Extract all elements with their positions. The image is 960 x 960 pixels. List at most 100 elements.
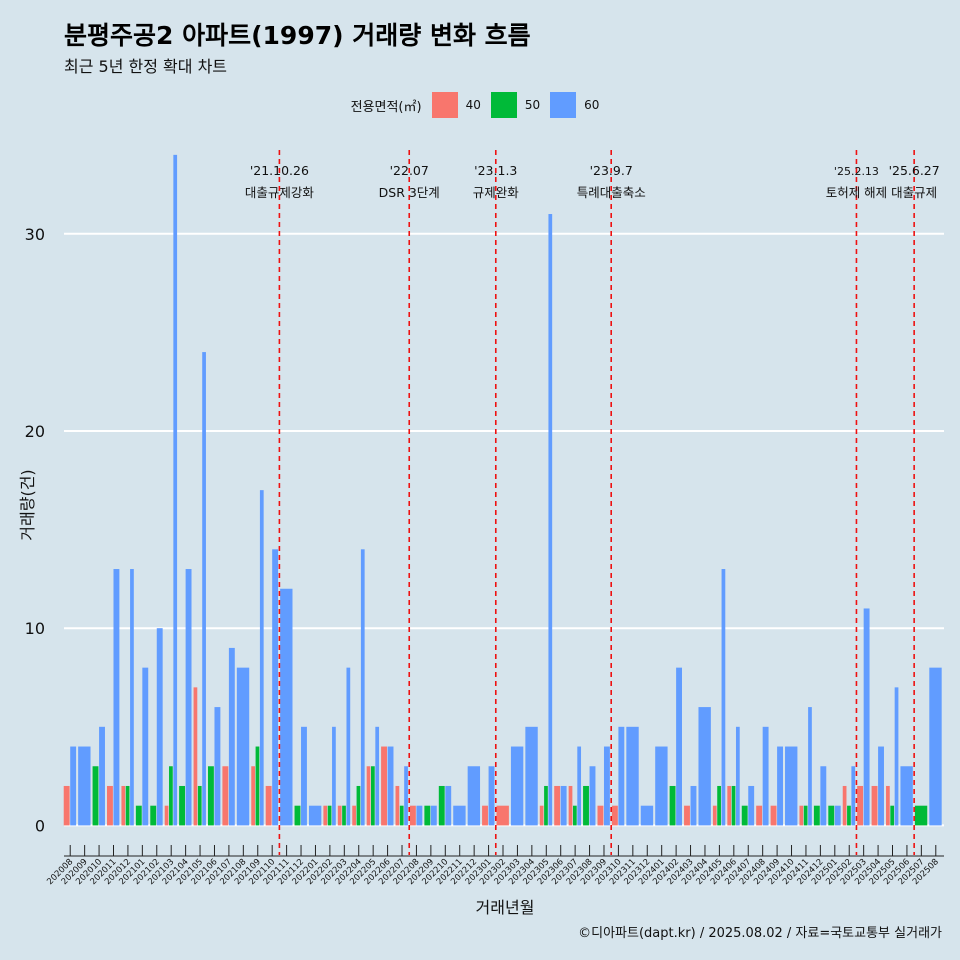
bar-50-202012 bbox=[125, 785, 130, 826]
bar-60-202212 bbox=[467, 766, 481, 826]
event-label-202207: DSR 3단계 bbox=[379, 185, 440, 200]
bar-60-202405 bbox=[721, 569, 726, 826]
bar-40-202309 bbox=[597, 805, 604, 826]
bar-40-202008 bbox=[63, 785, 70, 826]
event-label-202110: 대출규제강화 bbox=[245, 185, 315, 200]
bar-60-202008 bbox=[70, 746, 77, 826]
bar-50-202308 bbox=[583, 785, 589, 826]
bar-60-202106 bbox=[214, 707, 221, 826]
bar-60-202009 bbox=[78, 746, 91, 826]
bar-60-202311 bbox=[626, 726, 639, 826]
bar-60-202503 bbox=[863, 608, 870, 826]
legend-swatch-60 bbox=[550, 92, 577, 118]
legend-swatch-50 bbox=[490, 92, 517, 118]
y-axis-title: 거래량(건) bbox=[18, 469, 37, 540]
bar-50-202505 bbox=[890, 805, 895, 826]
bar-60-202304 bbox=[525, 726, 538, 826]
legend-swatch-40 bbox=[431, 92, 458, 118]
bar-60-202505 bbox=[894, 687, 899, 826]
bar-60-202412 bbox=[820, 766, 827, 826]
bar-60-202306 bbox=[560, 785, 567, 826]
bar-50-202407 bbox=[741, 805, 748, 826]
bar-60-202209 bbox=[430, 805, 437, 826]
legend-item-60: 60 bbox=[550, 92, 599, 118]
bar-60-202506 bbox=[900, 766, 913, 826]
bar-50-202205 bbox=[371, 766, 375, 826]
bar-50-202405 bbox=[717, 785, 721, 826]
bar-60-202111 bbox=[280, 588, 293, 826]
bar-50-202112 bbox=[294, 805, 301, 826]
bar-40-202302 bbox=[496, 805, 509, 826]
bar-40-202307 bbox=[568, 785, 573, 826]
bar-60-202011 bbox=[113, 569, 120, 826]
bar-50-202501 bbox=[828, 805, 835, 826]
bar-40-202103 bbox=[164, 805, 169, 826]
event-date-202207: '22.07 bbox=[390, 163, 429, 178]
bar-60-202411 bbox=[808, 707, 812, 826]
bar-60-202108 bbox=[236, 667, 250, 826]
chart-subtitle: 최근 5년 한정 확대 차트 bbox=[64, 57, 228, 76]
event-markers: '21.10.26 대출규제강화 '22.07 DSR 3단계 '23.1.3 규제완화 '… bbox=[245, 150, 940, 855]
legend-label-60: 60 bbox=[584, 98, 600, 112]
bar-40-202406 bbox=[727, 785, 732, 826]
bar-50-202102 bbox=[150, 805, 157, 826]
legend: 전용면적(㎡) 40 50 60 bbox=[0, 92, 960, 118]
bar-60-202307 bbox=[577, 746, 582, 826]
bar-60-202312 bbox=[640, 805, 654, 826]
bar-40-202502 bbox=[842, 785, 847, 826]
bar-60-202308 bbox=[589, 766, 596, 826]
bar-60-202310 bbox=[618, 726, 625, 826]
bar-60-202203 bbox=[346, 667, 351, 826]
bar-50-202210 bbox=[438, 785, 445, 826]
bar-40-202012 bbox=[121, 785, 126, 826]
bar-40-202205 bbox=[366, 766, 371, 826]
bar-50-202204 bbox=[356, 785, 361, 826]
bar-40-202411 bbox=[799, 805, 804, 826]
event-date-202502: '25.2.13 bbox=[834, 165, 879, 178]
bar-60-202410 bbox=[785, 746, 798, 826]
bar-40-202202 bbox=[323, 805, 328, 826]
event-label-202502: 토허제 해제 bbox=[826, 185, 887, 200]
credit-line: ©디아파트(dapt.kr) / 2025.08.02 / 자료=국토교통부 실… bbox=[578, 926, 942, 941]
bar-40-202107 bbox=[222, 766, 229, 826]
bar-50-202104 bbox=[179, 785, 186, 826]
bar-40-202105 bbox=[193, 687, 198, 826]
bar-60-202504 bbox=[878, 746, 884, 826]
bar-40-202408 bbox=[756, 805, 763, 826]
bar-50-202507 bbox=[914, 805, 928, 826]
event-label-202506: 대출규제 bbox=[891, 185, 937, 200]
bar-50-202105 bbox=[197, 785, 202, 826]
event-label-202309: 특례대출축소 bbox=[577, 185, 646, 200]
bar-60-202204 bbox=[360, 549, 365, 826]
x-axis-title: 거래년월 bbox=[476, 898, 535, 917]
event-date-202110: '21.10.26 bbox=[250, 163, 309, 178]
bar-60-202502 bbox=[851, 766, 856, 826]
bar-60-202102 bbox=[156, 628, 163, 826]
event-date-202309: '23.9.7 bbox=[590, 163, 633, 178]
bar-50-202101 bbox=[135, 805, 142, 826]
bars bbox=[63, 154, 942, 826]
y-tick-label-10: 10 bbox=[25, 619, 45, 638]
bar-50-202207 bbox=[399, 805, 404, 826]
bar-60-202202 bbox=[332, 726, 336, 826]
bar-60-202112 bbox=[301, 726, 307, 826]
chart-title: 분평주공2 아파트(1997) 거래량 변화 흐름 bbox=[64, 21, 531, 50]
bar-40-202206 bbox=[381, 746, 387, 826]
bar-50-202412 bbox=[813, 805, 820, 826]
bar-60-202305 bbox=[548, 214, 553, 826]
bar-50-202203 bbox=[342, 805, 346, 826]
bar-60-202406 bbox=[735, 726, 740, 826]
bar-60-202201 bbox=[308, 805, 322, 826]
bar-60-202508 bbox=[929, 667, 942, 826]
bar-60-202408 bbox=[762, 726, 769, 826]
legend-title: 전용면적(㎡) bbox=[350, 99, 422, 115]
bar-40-202301 bbox=[482, 805, 488, 826]
bar-40-202310 bbox=[611, 805, 618, 826]
bar-60-202207 bbox=[404, 766, 408, 826]
bar-40-202403 bbox=[684, 805, 690, 826]
bar-40-202405 bbox=[712, 805, 717, 826]
bar-40-202204 bbox=[352, 805, 356, 826]
bar-60-202301 bbox=[488, 766, 495, 826]
bar-60-202403 bbox=[690, 785, 697, 826]
